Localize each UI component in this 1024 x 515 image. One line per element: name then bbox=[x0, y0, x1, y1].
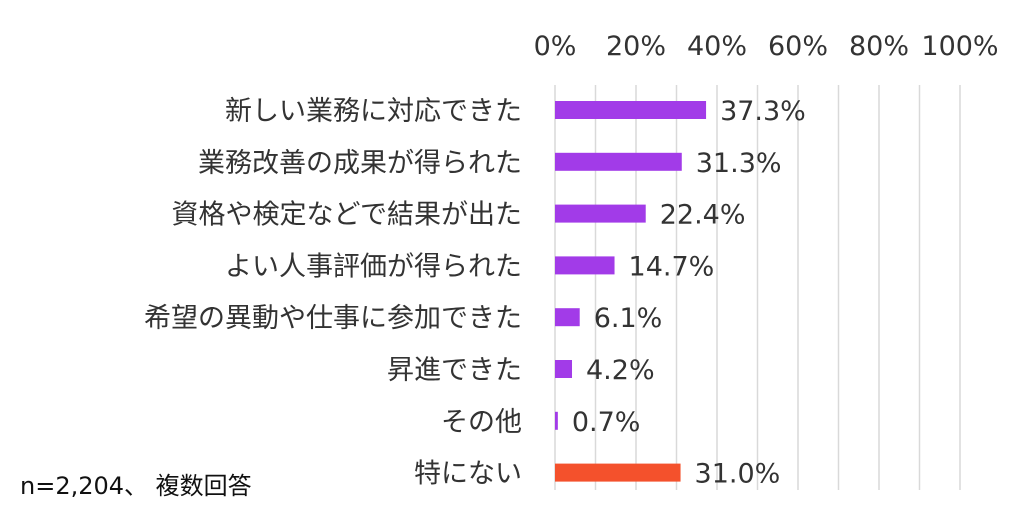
category-label: 業務改善の成果が得られた bbox=[198, 148, 522, 179]
sample-size-note: n=2,204、 複数回答 bbox=[20, 472, 252, 500]
category-label: 新しい業務に対応できた bbox=[225, 96, 522, 127]
bar bbox=[555, 256, 615, 275]
x-tick-label: 20% bbox=[606, 31, 666, 62]
bar bbox=[555, 152, 682, 171]
data-label: 31.0% bbox=[695, 459, 781, 490]
category-label: 資格や検定などで結果が出た bbox=[172, 200, 522, 231]
data-label: 4.2% bbox=[586, 355, 655, 386]
bar bbox=[555, 360, 573, 378]
bar bbox=[555, 101, 707, 119]
category-labels: 新しい業務に対応できた業務改善の成果が得られた資格や検定などで結果が出たよい人事… bbox=[144, 96, 522, 490]
data-label: 0.7% bbox=[572, 407, 641, 438]
data-label: 37.3% bbox=[720, 96, 806, 127]
x-tick-label: 60% bbox=[768, 31, 828, 62]
bar bbox=[555, 463, 681, 482]
gridlines bbox=[554, 85, 961, 490]
axis-tick-labels: 0% 20% 40% 60% 80% 100% bbox=[534, 31, 999, 62]
x-tick-label: 0% bbox=[534, 31, 577, 62]
bars bbox=[555, 101, 707, 482]
x-tick-label: 40% bbox=[687, 31, 747, 62]
data-label: 14.7% bbox=[629, 251, 715, 282]
bar bbox=[555, 411, 558, 430]
data-label: 22.4% bbox=[660, 200, 746, 231]
bar bbox=[555, 308, 580, 327]
x-tick-label: 80% bbox=[849, 31, 909, 62]
data-label: 31.3% bbox=[696, 148, 782, 179]
bar bbox=[555, 204, 646, 223]
category-label: 希望の異動や仕事に参加できた bbox=[144, 303, 522, 334]
data-label: 6.1% bbox=[594, 303, 663, 334]
x-tick-label: 100% bbox=[921, 31, 998, 62]
category-label: 特にない bbox=[414, 459, 522, 490]
category-label: その他 bbox=[441, 407, 522, 438]
data-labels: 37.3% 31.3% 22.4% 14.7% 6.1% 4.2% 0.7% 31.0% bbox=[572, 96, 806, 490]
category-label: 昇進できた bbox=[387, 355, 522, 386]
category-label: よい人事評価が得られた bbox=[225, 251, 522, 282]
